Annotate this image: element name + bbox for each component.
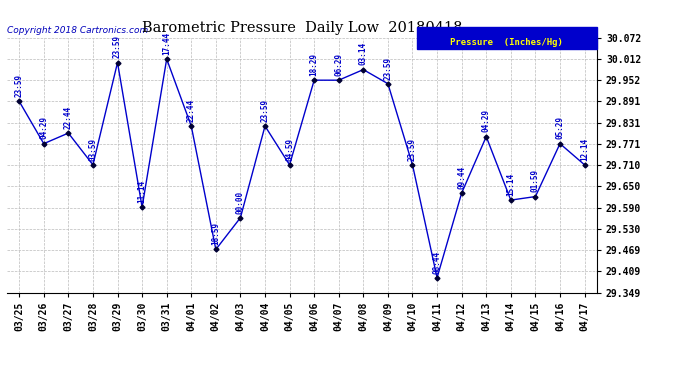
Text: 17:44: 17:44 <box>162 32 171 55</box>
Text: 22:44: 22:44 <box>64 106 73 129</box>
Text: 06:29: 06:29 <box>334 53 343 76</box>
Text: 00:00: 00:00 <box>236 190 245 213</box>
Text: 09:44: 09:44 <box>457 166 466 189</box>
Text: 23:59: 23:59 <box>113 35 122 58</box>
Text: 12:14: 12:14 <box>580 138 589 160</box>
Text: 22:44: 22:44 <box>187 99 196 122</box>
Text: 03:14: 03:14 <box>359 42 368 65</box>
Text: 23:59: 23:59 <box>408 138 417 160</box>
Text: 15:14: 15:14 <box>506 173 515 196</box>
Title: Barometric Pressure  Daily Low  20180418: Barometric Pressure Daily Low 20180418 <box>141 21 462 35</box>
Text: 01:59: 01:59 <box>531 169 540 192</box>
Text: 11:14: 11:14 <box>137 180 146 203</box>
Text: 18:59: 18:59 <box>211 222 220 245</box>
Text: 23:59: 23:59 <box>14 74 23 97</box>
FancyBboxPatch shape <box>417 27 597 49</box>
Text: 03:59: 03:59 <box>88 138 97 160</box>
Text: Copyright 2018 Cartronics.com: Copyright 2018 Cartronics.com <box>7 26 148 35</box>
Text: 23:59: 23:59 <box>261 99 270 122</box>
Text: 18:29: 18:29 <box>310 53 319 76</box>
Text: 04:29: 04:29 <box>39 116 48 140</box>
Text: 23:59: 23:59 <box>384 56 393 80</box>
Text: 05:29: 05:29 <box>555 116 564 140</box>
Text: 08:44: 08:44 <box>433 251 442 273</box>
Text: 04:29: 04:29 <box>482 110 491 132</box>
Text: 04:59: 04:59 <box>285 138 294 160</box>
Text: Pressure  (Inches/Hg): Pressure (Inches/Hg) <box>450 38 563 47</box>
